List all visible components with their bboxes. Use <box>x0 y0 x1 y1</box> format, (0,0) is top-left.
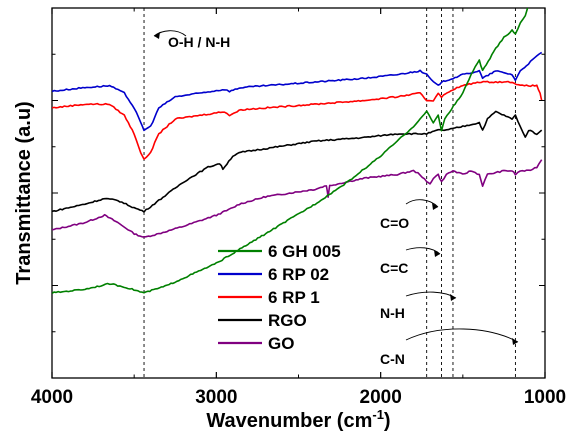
annotation-c-n: C-N <box>380 351 405 367</box>
annotation-arrow-c-o <box>405 199 439 208</box>
legend-label-6-gh-005: 6 GH 005 <box>268 242 341 261</box>
x-axis-title-main: Wavenumber (cm <box>206 410 372 432</box>
reference-lines <box>143 8 516 378</box>
annotation-arrowhead-n-h <box>450 294 456 301</box>
legend-label-6-rp-1: 6 RP 1 <box>268 288 320 307</box>
series-group <box>52 8 543 294</box>
annotation-arrow-c-n <box>405 328 519 343</box>
annotation-c-c: C=C <box>380 260 408 276</box>
annotation-arrow-n-h <box>405 291 457 299</box>
y-axis-title: Transmittance (a.u) <box>13 101 35 284</box>
x-tick-label-4000: 4000 <box>31 387 73 408</box>
legend-label-rgo: RGO <box>268 311 307 330</box>
axis-ticks: 4000 3000 2000 1000 <box>31 8 566 408</box>
annotation-c-o: C=O <box>380 215 409 231</box>
annotation-o-h-n-h: O-H / N-H <box>168 34 230 50</box>
annotation-arrowhead-o-h-n-h <box>154 32 160 39</box>
x-tick-label-1000: 1000 <box>524 387 566 408</box>
series-line-6-gh-005 <box>52 8 529 294</box>
legend-label-go: GO <box>268 334 294 353</box>
annotation-arrowhead-c-c <box>434 250 440 257</box>
annotation-n-h: N-H <box>380 305 405 321</box>
x-axis-title-close: ) <box>384 410 391 432</box>
annotation-arrow-c-c <box>405 247 441 255</box>
legend: 6 GH 005 6 RP 02 6 RP 1 RGO GO <box>218 242 341 353</box>
series-line-go <box>52 159 543 238</box>
series-line-6-rp-1 <box>52 80 543 160</box>
x-axis-title-superscript: -1 <box>372 407 384 422</box>
x-axis-title: Wavenumber (cm-1) <box>206 407 390 432</box>
series-line-6-rp-02 <box>52 51 543 132</box>
series-line-rgo <box>52 110 543 213</box>
annotation-arrowhead-c-o <box>432 203 438 210</box>
annotation-arrowhead-c-n <box>512 338 518 345</box>
legend-label-6-rp-02: 6 RP 02 <box>268 265 329 284</box>
annotations: O-H / N-H C=O C=C N-H C-N <box>153 30 519 367</box>
x-tick-label-2000: 2000 <box>360 387 402 408</box>
x-tick-label-3000: 3000 <box>195 387 237 408</box>
